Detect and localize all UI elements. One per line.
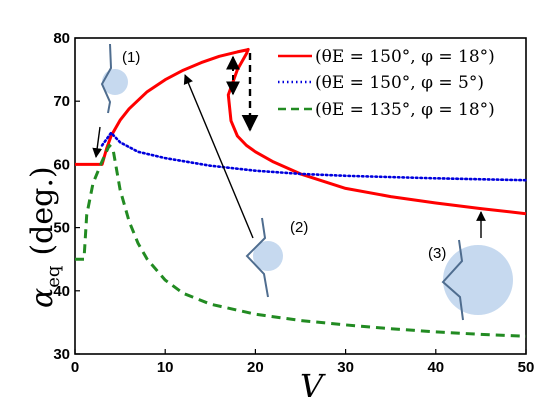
legend-label-2: (θE = 135°, φ = 18°)	[315, 100, 495, 120]
x-tick-label: 50	[518, 359, 535, 376]
svg-text:αeq(deg.): αeq (deg.)	[25, 166, 64, 308]
x-tick-label: 10	[157, 359, 174, 376]
drop-3	[443, 245, 513, 315]
arrow-1	[92, 126, 103, 158]
surface-2	[245, 217, 269, 298]
legend-label-1: (θE = 150°, φ = 5°)	[315, 73, 484, 93]
inset-drop-1	[100, 43, 128, 114]
annotation-label-1: (1)	[122, 49, 140, 66]
arrow-2	[183, 74, 254, 239]
inset-drop-3	[441, 239, 513, 321]
inset-drop-2	[245, 217, 283, 298]
series-layer	[75, 47, 528, 338]
x-tick-label: 40	[427, 359, 444, 376]
annotation-label-2: (2)	[290, 219, 308, 236]
y-tick-label: 60	[53, 156, 70, 173]
series-line-2	[75, 143, 527, 338]
y-tick-label: 80	[53, 30, 70, 47]
series-line-1	[100, 131, 528, 182]
surface-1	[100, 43, 113, 114]
x-tick-label: 30	[337, 359, 354, 376]
x-tick-label: 0	[71, 359, 79, 376]
annotation-label-3: (3)	[428, 245, 446, 262]
y-tick-label: 30	[53, 346, 70, 363]
axis-ticks: 0 10 20 30 40 50 30 40 50 60 70 80	[53, 30, 534, 376]
y-axis-label-symbol: α	[25, 288, 60, 308]
legend-label-0: (θE = 150°, φ = 18°)	[315, 47, 495, 67]
plot-frame	[74, 37, 527, 355]
series-line-0	[75, 47, 527, 216]
y-tick-label: 40	[53, 283, 70, 300]
legend: (θE = 150°, φ = 18°) (θE = 150°, φ = 5°)…	[278, 47, 495, 120]
x-tick-label: 20	[247, 359, 264, 376]
y-axis-label-unit: (deg.)	[25, 166, 60, 255]
drop-1	[102, 69, 128, 95]
annotation-arrows	[92, 53, 486, 239]
y-axis-label: αeq (deg.)	[25, 166, 64, 308]
y-axis-label-sub: eq	[43, 266, 64, 288]
drop-2	[253, 241, 283, 271]
x-axis-label: V	[300, 367, 326, 405]
surface-3	[441, 239, 464, 321]
y-tick-label: 70	[53, 93, 70, 110]
y-tick-label: 50	[53, 220, 70, 237]
